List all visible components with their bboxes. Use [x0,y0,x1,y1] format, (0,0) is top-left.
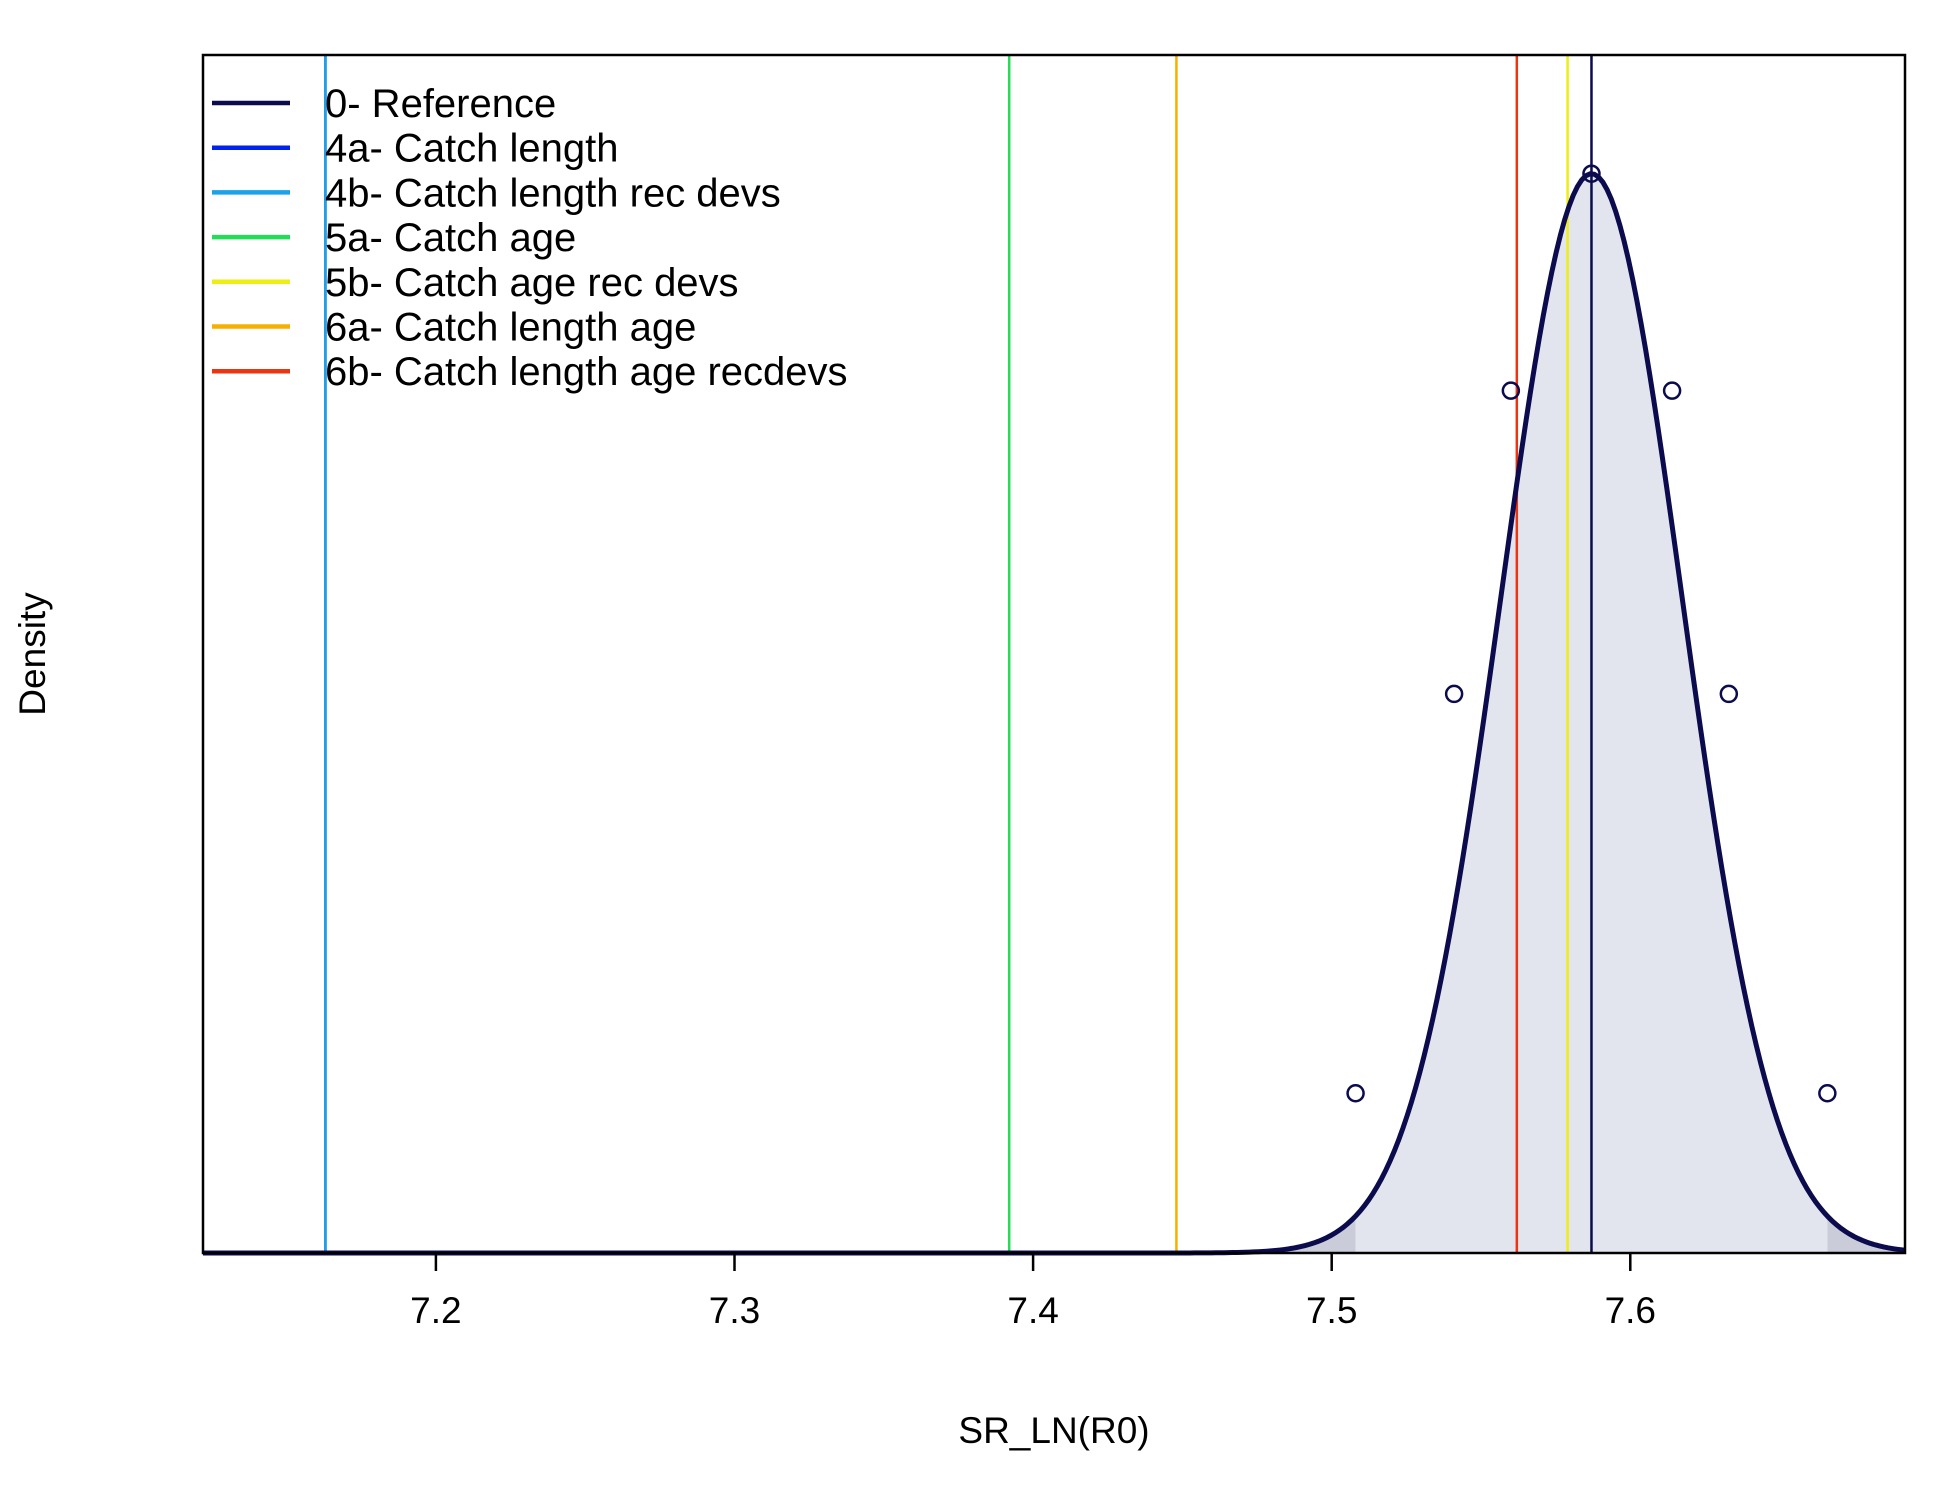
density-marker-5 [1719,684,1739,704]
plot-frame [201,53,1907,1255]
x-tick-label-3: 7.5 [1306,1290,1357,1331]
density-marker-3 [1582,164,1601,183]
x-tick-label-1: 7.3 [709,1290,760,1331]
x-tick-label-4: 7.6 [1605,1290,1656,1331]
x-tick-label-2: 7.4 [1007,1290,1058,1331]
legend-label-5: 6a- Catch length age [325,306,696,350]
density-tail-shade-left [203,1216,1356,1253]
legend-label-6: 6b- Catch length age recdevs [325,350,848,394]
y-axis-label: Density [12,592,53,716]
x-tick-label-0: 7.2 [410,1290,461,1331]
density-marker-2 [1501,381,1521,400]
model-estimate-lines [324,55,1593,1253]
legend-label-0: 0- Reference [325,82,556,126]
legend-label-3: 5a- Catch age [325,216,576,260]
x-axis-label: SR_LN(R0) [958,1410,1149,1451]
legend-label-2: 4b- Catch length rec devs [325,171,781,215]
legend-label-1: 4a- Catch length [325,127,619,171]
density-marker-4 [1662,381,1682,400]
density-marker-6 [1818,1084,1837,1103]
density-tail-shade-right [1827,1216,1905,1253]
x-axis: 7.2 7.3 7.4 7.5 7.6 [410,1253,1656,1331]
density-marker-1 [1444,684,1464,704]
legend-label-4: 5b- Catch age rec devs [325,261,739,305]
density-marker-0 [1346,1084,1365,1103]
